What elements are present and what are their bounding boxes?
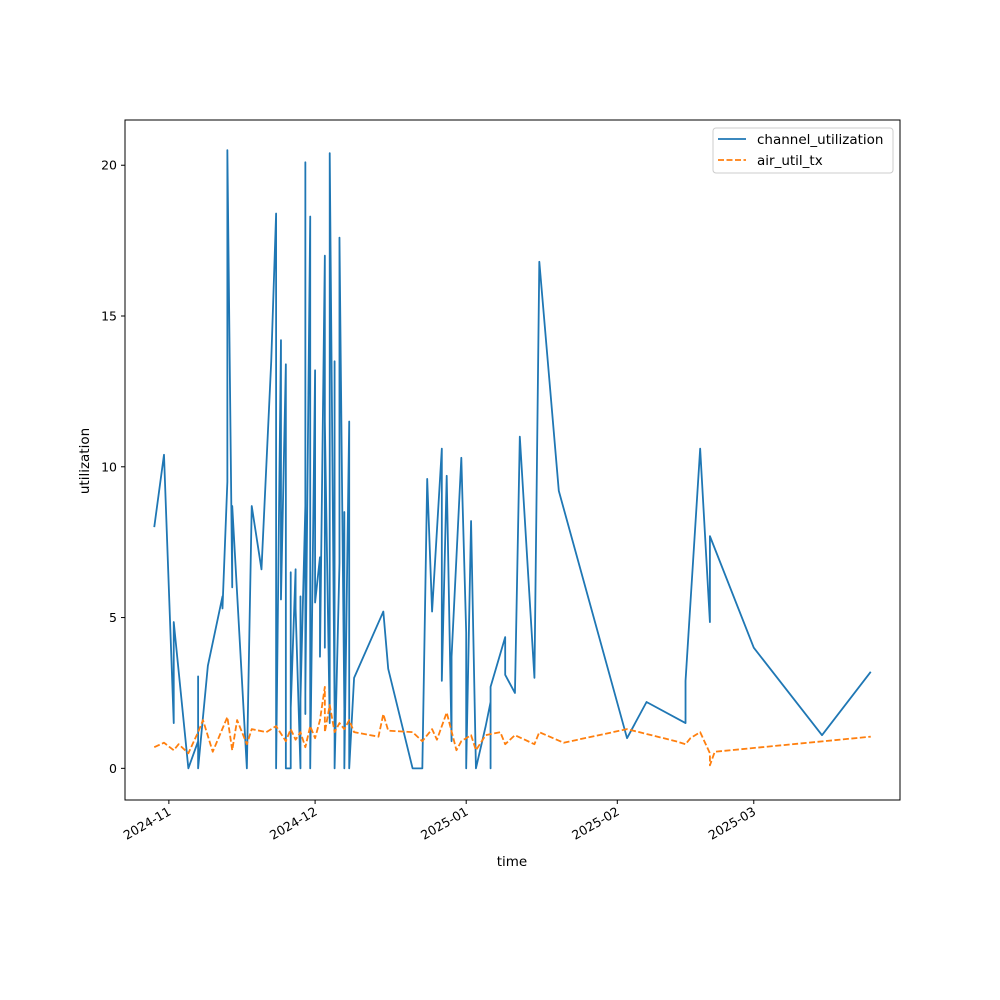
- y-tick-label: 15: [101, 309, 117, 324]
- series-line-channel_utilization: [153, 149, 872, 770]
- y-tick-label: 5: [109, 610, 117, 625]
- legend: channel_utilization air_util_tx: [712, 127, 894, 174]
- y-axis-label: utilization: [77, 428, 93, 494]
- series-line-air_util_tx: [153, 686, 871, 767]
- legend-label-channel_utilization: channel_utilization: [757, 132, 884, 148]
- legend-box: [712, 127, 894, 174]
- x-axis-label: time: [497, 854, 528, 870]
- series-layer: [153, 149, 872, 770]
- plot-frame: [124, 119, 901, 801]
- legend-label-air_util_tx: air_util_tx: [757, 153, 823, 169]
- y-axis: 0 5 10 15 20: [101, 158, 125, 776]
- y-tick-label: 10: [101, 459, 117, 474]
- y-tick-label: 20: [101, 158, 117, 173]
- plot-area: [125, 120, 900, 800]
- y-tick-label: 0: [109, 761, 117, 776]
